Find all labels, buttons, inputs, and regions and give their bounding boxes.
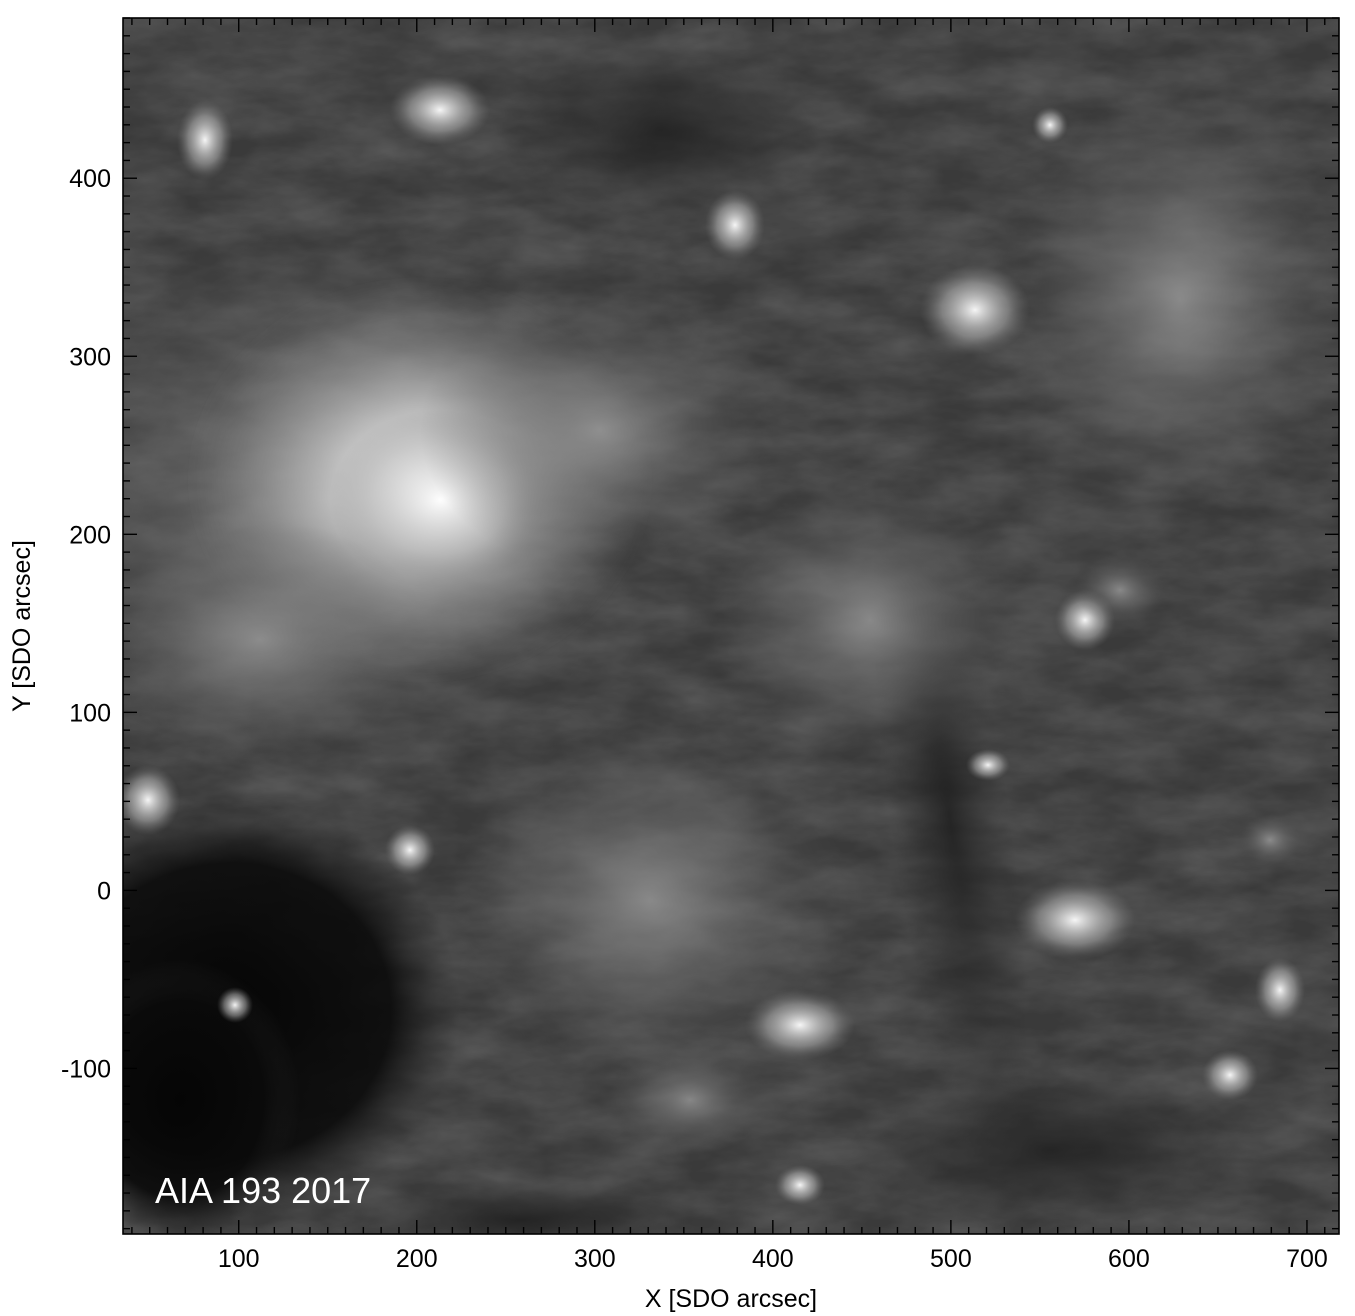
x-axis-title: X [SDO arcsec] [645,1285,817,1313]
x-tick-label: 200 [396,1245,438,1273]
y-axis-ticks: -100 0 100 200 300 400 [61,17,1339,1230]
y-tick-label: 300 [69,343,111,371]
x-tick-label: 300 [574,1245,616,1273]
x-tick-label: 500 [930,1245,972,1273]
x-tick-label: 100 [218,1245,260,1273]
x-tick-label: 700 [1286,1245,1328,1273]
plot-frame [122,17,1340,1235]
y-axis-title: Y [SDO arcsec] [8,540,36,712]
x-tick-label: 600 [1108,1245,1150,1273]
panel-label: AIA 193 2017 [155,1170,371,1211]
x-tick-label: 400 [752,1245,794,1273]
y-tick-label: 200 [69,521,111,549]
y-tick-label: 400 [69,165,111,193]
y-tick-label: -100 [61,1055,111,1083]
y-tick-label: 100 [69,699,111,727]
y-tick-label: 0 [97,877,111,905]
solar-euv-image [123,18,1339,1234]
x-axis-ticks: 100 200 300 400 500 600 700 [131,18,1328,1273]
